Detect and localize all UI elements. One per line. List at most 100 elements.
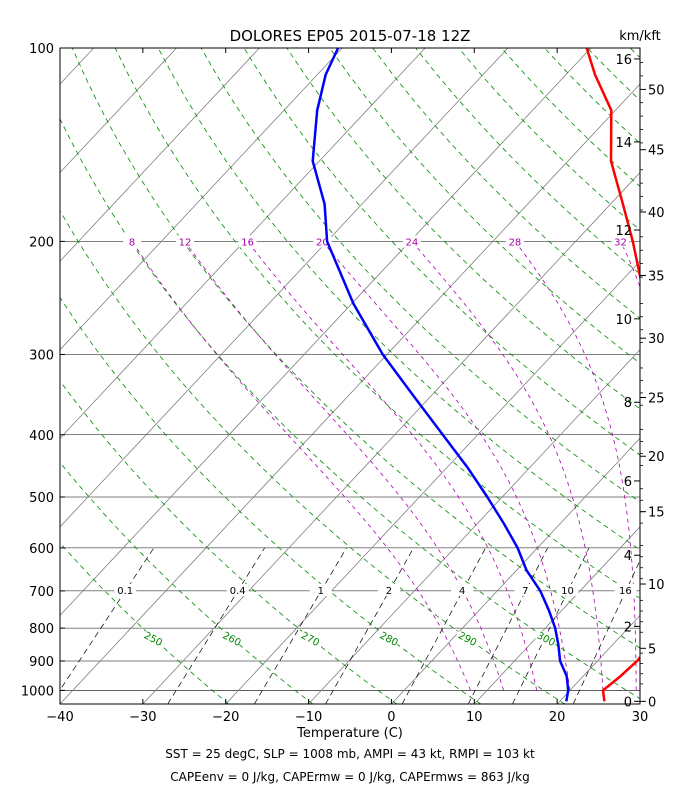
isotherm--50 bbox=[60, 48, 592, 617]
dry-adiabat-300 bbox=[60, 117, 640, 700]
moist-adiabat-label-32: 32 bbox=[614, 237, 627, 248]
moist-adiabat-label-28: 28 bbox=[509, 237, 522, 248]
mixing-ratio-label-bg bbox=[114, 583, 137, 596]
moist-adiabat-label-bg bbox=[176, 235, 195, 248]
sounding-profiles bbox=[311, 48, 640, 702]
moist-adiabat-label-20: 20 bbox=[316, 237, 329, 248]
profile-dewpoint bbox=[311, 48, 570, 702]
x-tick-label--10: −10 bbox=[295, 710, 322, 725]
pressure-label-600: 600 bbox=[29, 542, 54, 557]
isotherm--60 bbox=[60, 48, 509, 528]
isotherm--100 bbox=[60, 48, 177, 174]
mixing-ratio-label-1: 1 bbox=[318, 586, 324, 597]
pressure-label-700: 700 bbox=[29, 585, 54, 600]
dry-adiabat-label-bg bbox=[299, 631, 322, 645]
isotherm--90 bbox=[60, 48, 260, 262]
mixing-ratio-line-10 bbox=[512, 547, 590, 704]
dry-adiabat-330 bbox=[157, 48, 640, 551]
isotherm-0 bbox=[391, 437, 640, 704]
mixing-ratio-label-16: 16 bbox=[619, 586, 632, 597]
mixing-ratio-label-bg bbox=[614, 583, 637, 596]
isotherm--40 bbox=[60, 83, 640, 704]
x-tick-label--20: −20 bbox=[212, 710, 239, 725]
km-label-14: 14 bbox=[615, 136, 632, 151]
x-tick-label-0: 0 bbox=[387, 710, 395, 725]
x-tick-label-20: 20 bbox=[549, 710, 566, 725]
kft-label-5: 5 bbox=[648, 642, 656, 657]
x-tick-label--40: −40 bbox=[46, 710, 73, 725]
isotherm--80 bbox=[60, 48, 343, 351]
dry-adiabat-350 bbox=[243, 48, 640, 456]
mixing-ratio-label-4: 4 bbox=[459, 586, 465, 597]
km-label-10: 10 bbox=[615, 313, 632, 328]
x-axis-label: Temperature (C) bbox=[296, 726, 403, 741]
dry-adiabat-290 bbox=[60, 209, 566, 704]
isotherm--10 bbox=[308, 349, 640, 704]
mixing-ratio-label-bg bbox=[377, 583, 400, 596]
dry-adiabat-label-bg bbox=[456, 631, 479, 645]
mixing-ratio-label-10: 10 bbox=[561, 586, 574, 597]
axes: −40 −30 −20 −10 0 10 20 30100200300400500600700… bbox=[21, 42, 665, 725]
isotherm--70 bbox=[60, 48, 426, 439]
dry-adiabat-310 bbox=[71, 48, 640, 649]
kft-label-20: 20 bbox=[648, 450, 665, 465]
pressure-label-900: 900 bbox=[29, 655, 54, 670]
dry-adiabat-label-bg bbox=[378, 631, 401, 645]
footer-line-2: CAPEenv = 0 J/kg, CAPErmw = 0 J/kg, CAPE… bbox=[170, 770, 529, 784]
pressure-label-100: 100 bbox=[29, 42, 54, 57]
km-label-4: 4 bbox=[624, 549, 632, 564]
moist-adiabat-16 bbox=[247, 241, 538, 691]
mixing-ratio-label-bg bbox=[514, 583, 537, 596]
moist-adiabat-12 bbox=[184, 241, 504, 691]
plot-frame bbox=[59, 47, 641, 705]
mixing-ratio-line-16 bbox=[572, 559, 640, 704]
kft-label-15: 15 bbox=[648, 506, 665, 521]
moist-adiabat-label-bg bbox=[238, 235, 257, 248]
dry-adiabat-label-bg bbox=[142, 631, 165, 645]
x-tick-label--30: −30 bbox=[129, 710, 156, 725]
dry-adiabat-280 bbox=[60, 296, 482, 704]
moist-adiabat-label-bg bbox=[402, 235, 421, 248]
kft-label-45: 45 bbox=[648, 144, 665, 159]
dry-adiabat-320 bbox=[114, 48, 640, 599]
dry-adiabat-label-bg bbox=[535, 631, 558, 645]
mixing-ratio-line-1 bbox=[254, 547, 347, 704]
footer-line-1: SST = 25 degC, SLP = 1008 mb, AMPI = 43 … bbox=[165, 747, 535, 761]
mixing-ratio-line-7 bbox=[467, 547, 548, 704]
km-label-6: 6 bbox=[624, 475, 632, 490]
pressure-label-800: 800 bbox=[29, 622, 54, 637]
kft-label-30: 30 bbox=[648, 332, 665, 347]
mixing-ratio-label-bg bbox=[226, 583, 249, 596]
kft-label-50: 50 bbox=[648, 83, 665, 98]
x-tick-label-30: 30 bbox=[632, 710, 649, 725]
km-kft-axis-label: km/kft bbox=[619, 29, 661, 44]
chart-title: DOLORES EP05 2015-07-18 12Z bbox=[230, 27, 471, 45]
moist-adiabat-label-bg bbox=[505, 235, 524, 248]
kft-label-10: 10 bbox=[648, 578, 665, 593]
km-label-12: 12 bbox=[615, 224, 632, 239]
mixing-ratio-label-0.1: 0.1 bbox=[117, 586, 133, 597]
dry-adiabat-380 bbox=[372, 48, 640, 319]
pressure-label-400: 400 bbox=[29, 429, 54, 444]
dry-adiabat-260 bbox=[60, 461, 313, 704]
mixing-ratio-label-7: 7 bbox=[522, 586, 528, 597]
dry-adiabat-label-bg bbox=[221, 631, 244, 645]
moist-adiabat-label-24: 24 bbox=[406, 237, 419, 248]
moist-adiabat-label-16: 16 bbox=[241, 237, 254, 248]
mixing-ratio-label-bg bbox=[451, 583, 474, 596]
mixing-ratio-line-0.4 bbox=[167, 547, 265, 704]
moist-adiabat-label-8: 8 bbox=[129, 237, 135, 248]
mixing-ratio-label-bg bbox=[309, 583, 332, 596]
km-label-16: 16 bbox=[615, 53, 632, 68]
moist-adiabat-8 bbox=[131, 241, 471, 691]
moist-adiabat-24 bbox=[411, 241, 604, 691]
moist-adiabat-label-bg bbox=[611, 235, 630, 248]
pressure-label-500: 500 bbox=[29, 491, 54, 506]
kft-label-0: 0 bbox=[648, 695, 656, 710]
mixing-ratio-label-0.4: 0.4 bbox=[230, 586, 246, 597]
kft-label-25: 25 bbox=[648, 392, 665, 407]
kft-label-40: 40 bbox=[648, 206, 665, 221]
